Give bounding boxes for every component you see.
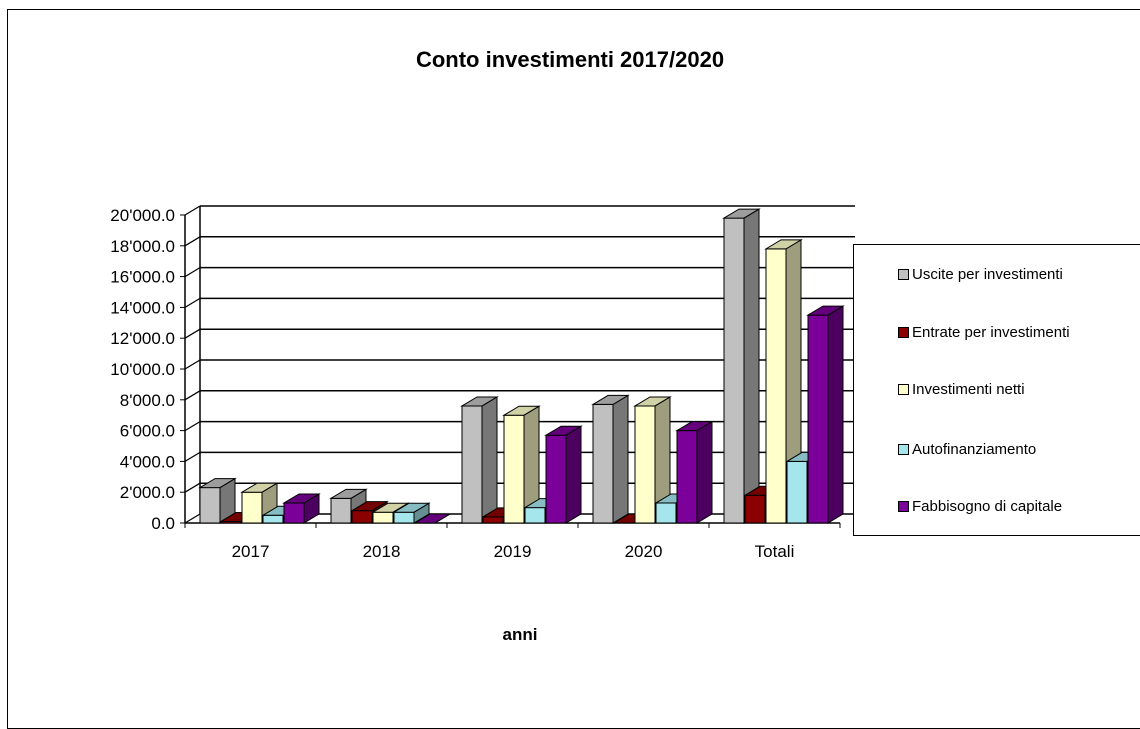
y-tick-label: 0.0 — [151, 514, 175, 533]
bar-top — [198, 478, 237, 489]
bar-front — [283, 502, 305, 524]
bar-side — [481, 396, 498, 524]
bar-top — [371, 502, 410, 513]
bar-front — [655, 502, 677, 524]
bar-top — [591, 394, 630, 405]
bar-side — [696, 420, 713, 524]
bar-front — [330, 497, 352, 524]
legend-label: Entrate per investimenti — [912, 323, 1070, 341]
legend-item: Fabbisogno di capitale — [898, 496, 1062, 516]
bar-front — [372, 511, 394, 524]
gridline-depth — [184, 267, 201, 278]
y-tick-label: 8'000.0 — [120, 391, 175, 410]
bar-top — [413, 513, 452, 524]
bar-top — [329, 488, 368, 499]
bar-top — [460, 396, 499, 407]
gridline-depth — [184, 205, 201, 216]
x-tick-label: Totali — [755, 542, 795, 561]
y-tick-label: 4'000.0 — [120, 452, 175, 471]
bar-front — [503, 414, 525, 524]
y-tick-label: 14'000.0 — [110, 298, 175, 317]
legend-item: Investimenti netti — [898, 379, 1025, 399]
bar-front — [199, 487, 221, 524]
y-tick-label: 6'000.0 — [120, 422, 175, 441]
chart-legend: Uscite per investimenti Entrate per inve… — [853, 244, 1140, 536]
x-tick-label: 2018 — [363, 542, 401, 561]
bar-side — [743, 208, 760, 524]
legend-label: Uscite per investimenti — [912, 265, 1063, 283]
gridline-depth — [184, 421, 201, 432]
y-tick-label: 16'000.0 — [110, 268, 175, 287]
bar-side — [612, 394, 629, 524]
bar-front — [351, 510, 373, 524]
bar-front — [241, 491, 263, 524]
legend-swatch-uscite — [898, 268, 909, 280]
bar-top — [240, 482, 279, 493]
bar-top — [675, 421, 714, 432]
bar-front — [807, 314, 829, 524]
bar-front — [744, 494, 766, 524]
legend-swatch-entrate — [898, 326, 909, 338]
bar-top — [633, 396, 672, 407]
y-tick-label: 10'000.0 — [110, 360, 175, 379]
legend-item: Entrate per investimenti — [898, 322, 1070, 342]
bar-top — [392, 502, 431, 513]
bar-front — [524, 507, 546, 524]
gridline-depth — [184, 236, 201, 247]
bar-front — [393, 511, 415, 524]
legend-swatch-investimenti — [898, 383, 909, 395]
gridline-depth — [184, 328, 201, 339]
legend-swatch-fabbisogno — [898, 500, 909, 512]
bar-front — [676, 430, 698, 524]
y-tick-label: 20'000.0 — [110, 206, 175, 225]
y-tick-label: 12'000.0 — [110, 329, 175, 348]
legend-item: Autofinanziamento — [898, 439, 1036, 459]
x-tick-label: 2019 — [494, 542, 532, 561]
bar-front — [592, 403, 614, 524]
chart-title: Conto investimenti 2017/2020 — [415, 47, 725, 72]
gridline-depth — [184, 359, 201, 370]
bar-top — [722, 208, 761, 219]
bar-side — [565, 425, 582, 524]
bar-front — [634, 405, 656, 524]
gridline-depth — [184, 513, 201, 524]
bar-front — [262, 514, 284, 524]
gridline-depth — [184, 482, 201, 493]
bar-front — [723, 217, 745, 524]
legend-label: Autofinanziamento — [912, 440, 1037, 458]
bar-top — [502, 405, 541, 416]
bar-top — [544, 425, 583, 436]
legend-label: Investimenti netti — [912, 380, 1025, 398]
bar-front — [765, 248, 787, 524]
legend-swatch-autofinanziamento — [898, 443, 909, 455]
bar-top — [764, 239, 803, 250]
bar-front — [786, 460, 808, 524]
bar-front — [545, 434, 567, 524]
y-tick-label: 18'000.0 — [110, 237, 175, 256]
y-tick-label: 2'000.0 — [120, 483, 175, 502]
gridline-depth — [184, 297, 201, 308]
bar-front — [461, 405, 483, 524]
bar-top — [350, 501, 389, 512]
legend-label: Fabbisogno di capitale — [912, 497, 1063, 515]
x-tick-label: 2020 — [625, 542, 663, 561]
gridline-depth — [184, 451, 201, 462]
gridline-depth — [184, 390, 201, 401]
bar-top — [282, 493, 321, 504]
bar-top — [806, 305, 845, 316]
x-tick-label: 2017 — [232, 542, 270, 561]
bar-side — [827, 305, 844, 524]
x-axis-title: anni — [502, 625, 538, 644]
bar-front — [482, 516, 504, 524]
legend-item: Uscite per investimenti — [898, 264, 1063, 284]
